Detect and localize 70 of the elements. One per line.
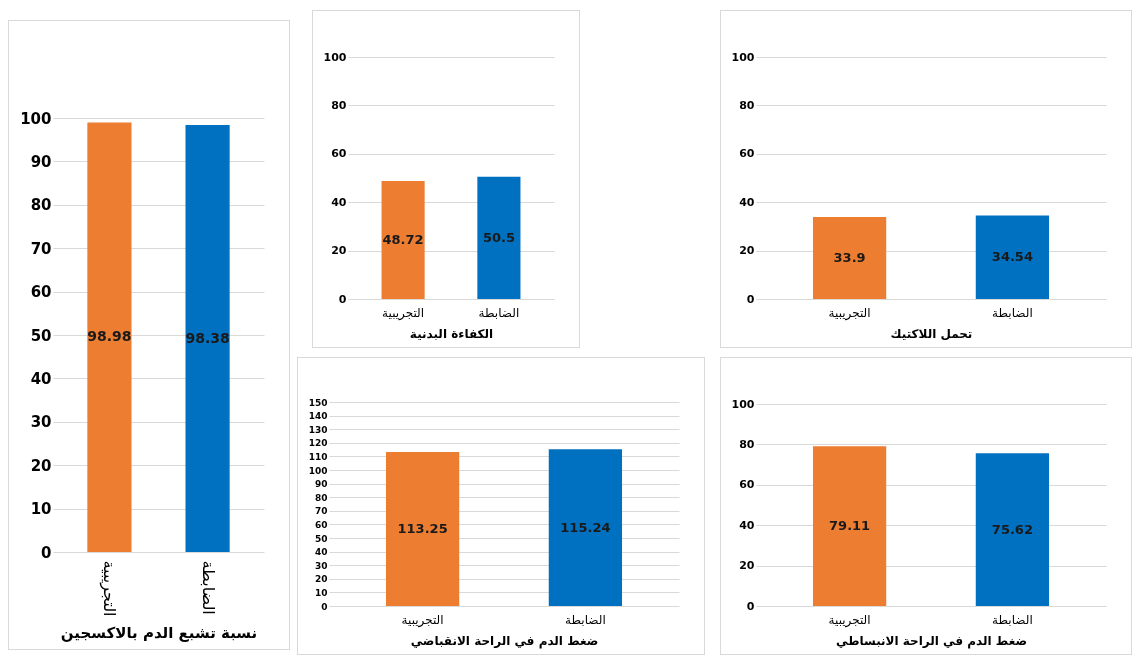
y-tick-label: 80 bbox=[331, 98, 347, 112]
y-tick-label: 0 bbox=[321, 601, 328, 612]
data-label: 48.72 bbox=[382, 232, 424, 248]
x-tick-label: التجريبية bbox=[828, 305, 871, 321]
x-tick-label: التجريبية bbox=[382, 305, 425, 321]
data-label: 34.54 bbox=[991, 249, 1033, 265]
y-tick-label: 20 bbox=[331, 244, 347, 258]
y-tick-label: 150 bbox=[308, 397, 328, 408]
data-label: 98.98 bbox=[87, 328, 132, 345]
y-tick-label: 60 bbox=[331, 147, 347, 161]
y-tick-label: 90 bbox=[30, 152, 52, 171]
y-tick-label: 140 bbox=[308, 411, 328, 422]
y-tick-label: 0 bbox=[338, 292, 347, 306]
y-tick-label: 40 bbox=[739, 195, 755, 209]
data-label: 79.11 bbox=[829, 518, 871, 534]
y-tick-label: 120 bbox=[308, 438, 328, 449]
y-tick-label: 80 bbox=[30, 196, 52, 215]
y-tick-label: 60 bbox=[739, 147, 755, 161]
y-tick-label: 70 bbox=[314, 506, 328, 517]
x-tick-label: الضابطة bbox=[198, 560, 218, 615]
y-tick-label: 40 bbox=[30, 369, 52, 388]
y-tick-label: 100 bbox=[731, 397, 755, 411]
y-tick-label: 40 bbox=[314, 547, 328, 558]
data-label: 33.9 bbox=[833, 249, 866, 265]
y-tick-label: 20 bbox=[739, 559, 755, 573]
y-tick-label: 80 bbox=[314, 492, 328, 503]
x-tick-label: الضابطة bbox=[992, 612, 1033, 627]
y-tick-label: 60 bbox=[30, 283, 52, 302]
y-tick-label: 100 bbox=[20, 109, 52, 128]
y-tick-label: 80 bbox=[739, 98, 755, 112]
x-axis-title: ضغط الدم في الراحة الانقباضي bbox=[410, 633, 599, 649]
y-tick-label: 40 bbox=[739, 518, 755, 532]
y-tick-label: 50 bbox=[30, 326, 52, 345]
x-tick-label: التجريبية bbox=[99, 560, 120, 617]
data-label: 98.38 bbox=[185, 329, 230, 346]
y-tick-label: 70 bbox=[30, 239, 52, 258]
data-label: 75.62 bbox=[991, 521, 1033, 537]
x-axis-title: نسبة تشبع الدم بالاكسجين bbox=[60, 624, 258, 643]
y-tick-label: 50 bbox=[314, 533, 328, 544]
y-tick-label: 10 bbox=[30, 500, 52, 519]
y-tick-label: 0 bbox=[746, 599, 755, 613]
data-label: 113.25 bbox=[397, 520, 448, 536]
y-tick-label: 10 bbox=[314, 587, 328, 598]
y-tick-label: 110 bbox=[308, 451, 328, 462]
y-tick-label: 30 bbox=[314, 560, 328, 571]
y-tick-label: 60 bbox=[739, 478, 755, 492]
data-label: 115.24 bbox=[560, 519, 611, 535]
y-tick-label: 100 bbox=[731, 50, 755, 64]
x-tick-label: الضابطة bbox=[565, 612, 606, 627]
y-tick-label: 0 bbox=[746, 292, 755, 306]
x-tick-label: التجريبية bbox=[828, 612, 871, 628]
x-tick-label: التجريبية bbox=[401, 612, 444, 628]
x-tick-label: الضابطة bbox=[992, 305, 1033, 320]
data-label: 50.5 bbox=[482, 229, 515, 245]
x-axis-title: ضغط الدم في الراحة الانبساطي bbox=[835, 633, 1028, 649]
x-axis-title: تحمل اللاكتيك bbox=[890, 326, 973, 341]
y-tick-label: 100 bbox=[308, 465, 328, 476]
y-tick-label: 0 bbox=[41, 543, 52, 562]
y-tick-label: 20 bbox=[739, 244, 755, 258]
y-tick-label: 60 bbox=[314, 519, 328, 530]
y-tick-label: 90 bbox=[314, 479, 328, 490]
y-tick-label: 40 bbox=[331, 195, 347, 209]
y-tick-label: 80 bbox=[739, 437, 755, 451]
y-tick-label: 130 bbox=[308, 424, 328, 435]
y-tick-label: 30 bbox=[30, 413, 52, 432]
x-tick-label: الضابطة bbox=[478, 305, 520, 320]
y-tick-label: 20 bbox=[30, 456, 52, 475]
y-tick-label: 100 bbox=[323, 50, 347, 64]
y-tick-label: 20 bbox=[314, 574, 328, 585]
x-axis-title: الكفاءة البدنية bbox=[409, 326, 494, 341]
